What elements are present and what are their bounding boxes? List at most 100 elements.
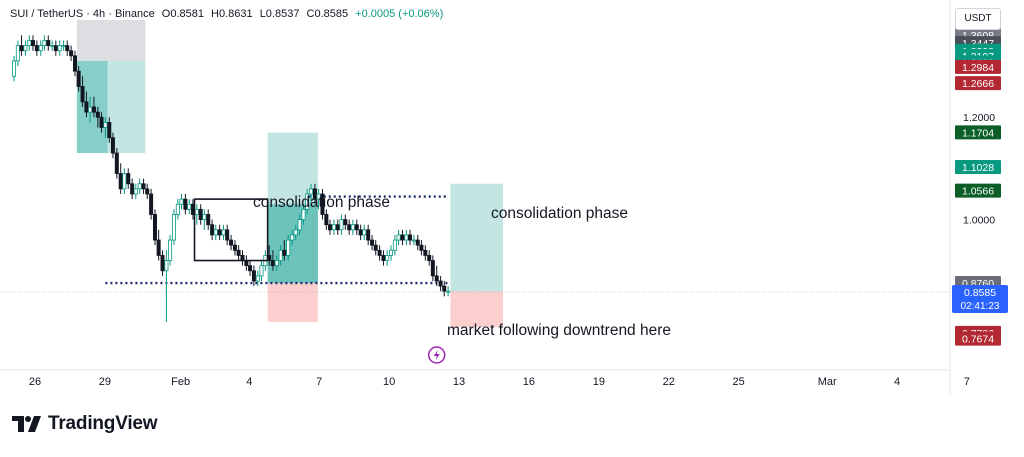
candle-body — [38, 45, 43, 52]
candle — [114, 147, 119, 179]
current-price-tag: 0.8585 02:41:23 — [952, 285, 1008, 314]
x-tick-label: 4 — [246, 376, 252, 388]
x-tick-label: 10 — [383, 376, 395, 388]
candle-body — [202, 214, 207, 220]
x-tick-label: 26 — [29, 376, 41, 388]
candle-body — [434, 275, 439, 282]
candle-body — [236, 249, 241, 256]
candle-body — [225, 229, 230, 241]
candle — [23, 40, 28, 56]
candle-body — [53, 45, 58, 52]
price-label: 1.2666 — [955, 76, 1001, 91]
current-price-text: 0.8585 — [964, 287, 996, 299]
candle — [236, 245, 241, 261]
candle — [206, 209, 211, 230]
y-tick-label: 1.2000 — [963, 112, 995, 124]
candle — [122, 168, 127, 194]
candle-body — [293, 229, 298, 236]
candle — [179, 194, 184, 210]
candle — [145, 183, 150, 200]
candle — [270, 250, 275, 271]
candle-body — [30, 40, 35, 46]
candle — [404, 229, 409, 246]
currency-button[interactable]: USDT — [955, 8, 1001, 30]
candle-body — [389, 249, 394, 256]
x-tick-label: 29 — [99, 376, 111, 388]
green-zone-right — [450, 183, 503, 292]
candle-body — [152, 214, 157, 241]
candle-body — [27, 40, 32, 46]
candle — [57, 40, 62, 56]
close-value: C0.8585 — [306, 8, 349, 20]
price-label: 1.1704 — [955, 125, 1001, 140]
candle — [126, 168, 131, 189]
candle-body — [50, 45, 55, 47]
candle — [27, 35, 32, 51]
candle-body — [133, 188, 138, 195]
candle-body — [282, 249, 287, 256]
candle — [381, 250, 386, 266]
candle-body — [194, 208, 199, 215]
candle — [171, 209, 176, 246]
candle-body — [168, 239, 173, 261]
candle — [282, 240, 287, 261]
candle — [202, 209, 207, 230]
candle-body — [130, 183, 135, 195]
candle-body — [400, 234, 405, 241]
gray-zone-top — [76, 20, 146, 61]
red-zone-mid — [267, 283, 318, 322]
candle — [286, 234, 291, 261]
candle-body — [309, 188, 314, 195]
candle-body — [438, 280, 443, 287]
price-label-bg — [955, 183, 1001, 198]
candle-body — [370, 239, 375, 246]
candle — [335, 219, 340, 235]
red-zone-right — [450, 291, 503, 328]
candle — [46, 35, 51, 51]
candle — [152, 209, 157, 246]
candle-body — [381, 255, 386, 261]
candle — [175, 199, 180, 220]
candle-body — [103, 121, 108, 128]
x-tick-label: 16 — [523, 376, 535, 388]
tradingview-brand[interactable]: TradingView — [12, 412, 158, 436]
candle — [110, 132, 115, 159]
candle-body — [229, 239, 234, 246]
candle-body — [232, 244, 237, 251]
candle-body — [160, 255, 165, 272]
current-price-bg — [952, 285, 1008, 314]
candle-body — [187, 203, 192, 210]
candle — [15, 40, 20, 67]
candle-body — [312, 188, 317, 200]
candle — [331, 219, 336, 235]
candle — [19, 35, 24, 56]
price-label: 1.1028 — [955, 159, 1001, 174]
candle — [392, 234, 397, 256]
candle — [407, 229, 412, 246]
candle-body — [23, 45, 28, 52]
candle — [442, 281, 447, 297]
candle-body — [427, 255, 432, 261]
candle-body — [362, 229, 367, 236]
candle-body — [141, 183, 146, 190]
x-tick-label: 19 — [593, 376, 605, 388]
candle — [84, 91, 89, 118]
candle — [297, 214, 302, 235]
candle-body — [118, 173, 123, 190]
symbol-title[interactable]: SUI / TetherUS · 4h · Binance — [10, 8, 155, 20]
candle — [419, 240, 424, 256]
price-label: 0.7674 — [955, 331, 1001, 346]
symbol-legend: SUI / TetherUS · 4h · Binance O0.8581 H0… — [10, 8, 447, 20]
annotation-downtrend: market following downtrend here — [447, 322, 672, 339]
candle-body — [407, 234, 412, 241]
candle — [133, 183, 138, 200]
candle — [316, 188, 321, 210]
candle — [61, 40, 66, 51]
candle-body — [270, 260, 275, 267]
consolidation-box — [193, 198, 269, 262]
candle-body — [442, 285, 447, 292]
candle — [73, 50, 78, 77]
candle-body — [80, 86, 85, 103]
candle — [328, 219, 333, 235]
candle-body — [61, 45, 66, 47]
